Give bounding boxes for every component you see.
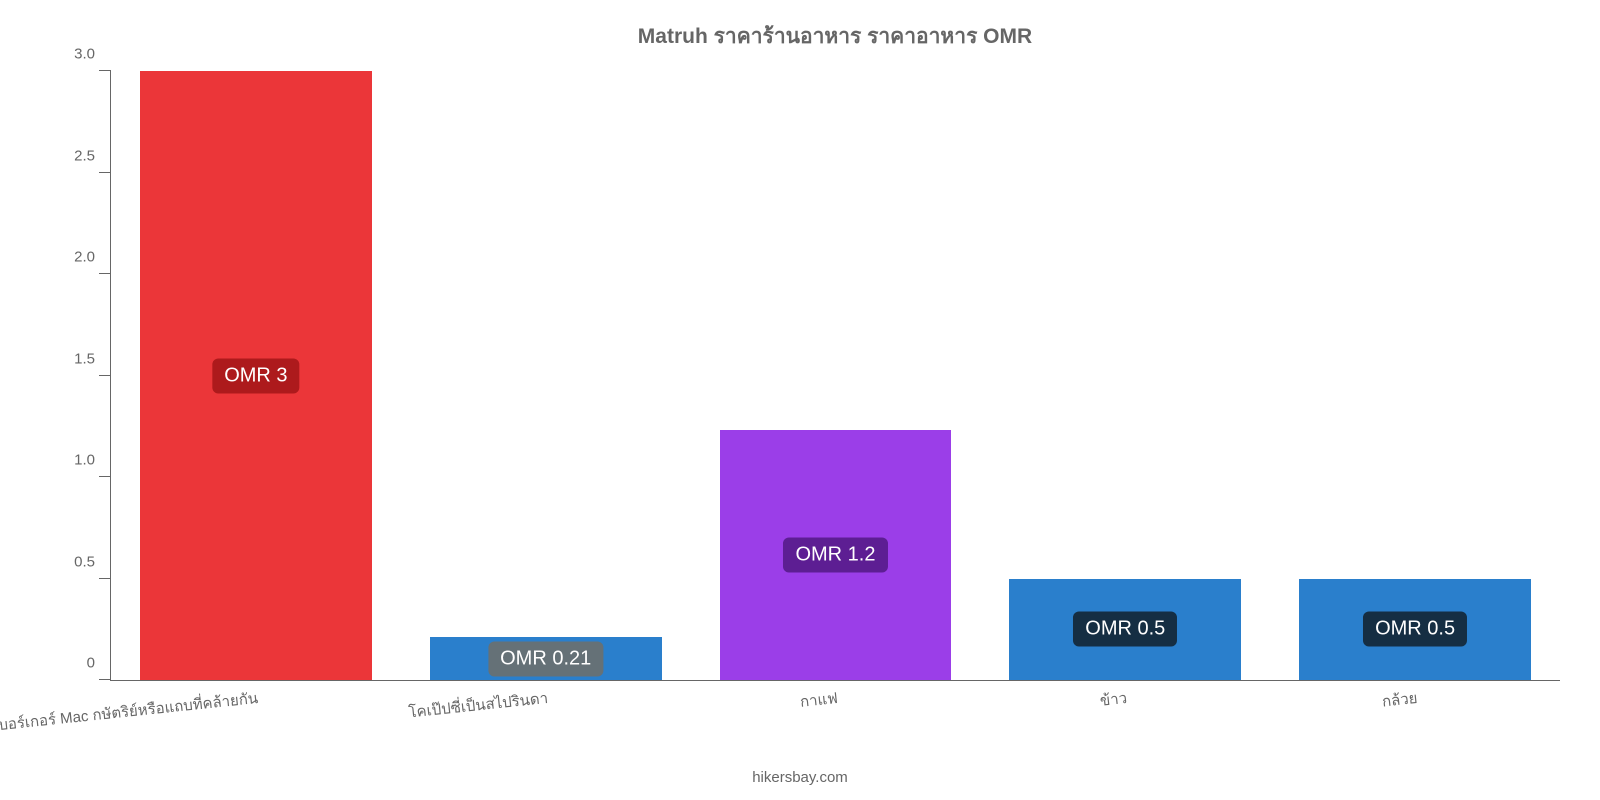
- price-bar-chart: Matruh ราคาร้านอาหาร ราคาอาหาร OMR OMR 3…: [0, 0, 1600, 800]
- y-tick-label: 0: [87, 655, 111, 672]
- y-tick-label: 3.0: [74, 46, 111, 63]
- y-tick: [99, 375, 111, 376]
- y-tick-label: 1.0: [74, 452, 111, 469]
- x-category-label: กาแฟ: [799, 686, 839, 714]
- value-badge: OMR 1.2: [783, 538, 887, 573]
- attribution-text: hikersbay.com: [752, 769, 848, 786]
- y-tick-label: 2.5: [74, 147, 111, 164]
- y-tick-label: 1.5: [74, 350, 111, 367]
- bars-container: OMR 3เบอร์เกอร์ Mac กษัตริย์หรือแถบที่คล…: [111, 71, 1560, 680]
- chart-title: Matruh ราคาร้านอาหาร ราคาอาหาร OMR: [110, 20, 1560, 53]
- x-category-label: กล้วย: [1380, 686, 1418, 714]
- y-tick: [99, 273, 111, 274]
- bar-slot: OMR 0.21โคเป๊ปซี่เป็นสไปรินดา: [401, 71, 691, 680]
- y-tick-label: 2.0: [74, 249, 111, 266]
- y-tick-label: 0.5: [74, 553, 111, 570]
- x-category-label: ข้าว: [1099, 686, 1128, 713]
- value-badge: OMR 0.21: [488, 641, 603, 676]
- plot-area: OMR 3เบอร์เกอร์ Mac กษัตริย์หรือแถบที่คล…: [110, 71, 1560, 681]
- bar-slot: OMR 3เบอร์เกอร์ Mac กษัตริย์หรือแถบที่คล…: [111, 71, 401, 680]
- y-tick: [99, 70, 111, 71]
- x-category-label: โคเป๊ปซี่เป็นสไปรินดา: [407, 686, 549, 725]
- value-badge: OMR 0.5: [1363, 612, 1467, 647]
- y-tick: [99, 476, 111, 477]
- bar-slot: OMR 0.5กล้วย: [1270, 71, 1560, 680]
- bar-slot: OMR 1.2กาแฟ: [691, 71, 981, 680]
- y-tick: [99, 172, 111, 173]
- bar-slot: OMR 0.5ข้าว: [980, 71, 1270, 680]
- y-tick: [99, 679, 111, 680]
- value-badge: OMR 0.5: [1073, 612, 1177, 647]
- y-tick: [99, 578, 111, 579]
- value-badge: OMR 3: [212, 358, 299, 393]
- x-category-label: เบอร์เกอร์ Mac กษัตริย์หรือแถบที่คล้ายกั…: [0, 686, 259, 738]
